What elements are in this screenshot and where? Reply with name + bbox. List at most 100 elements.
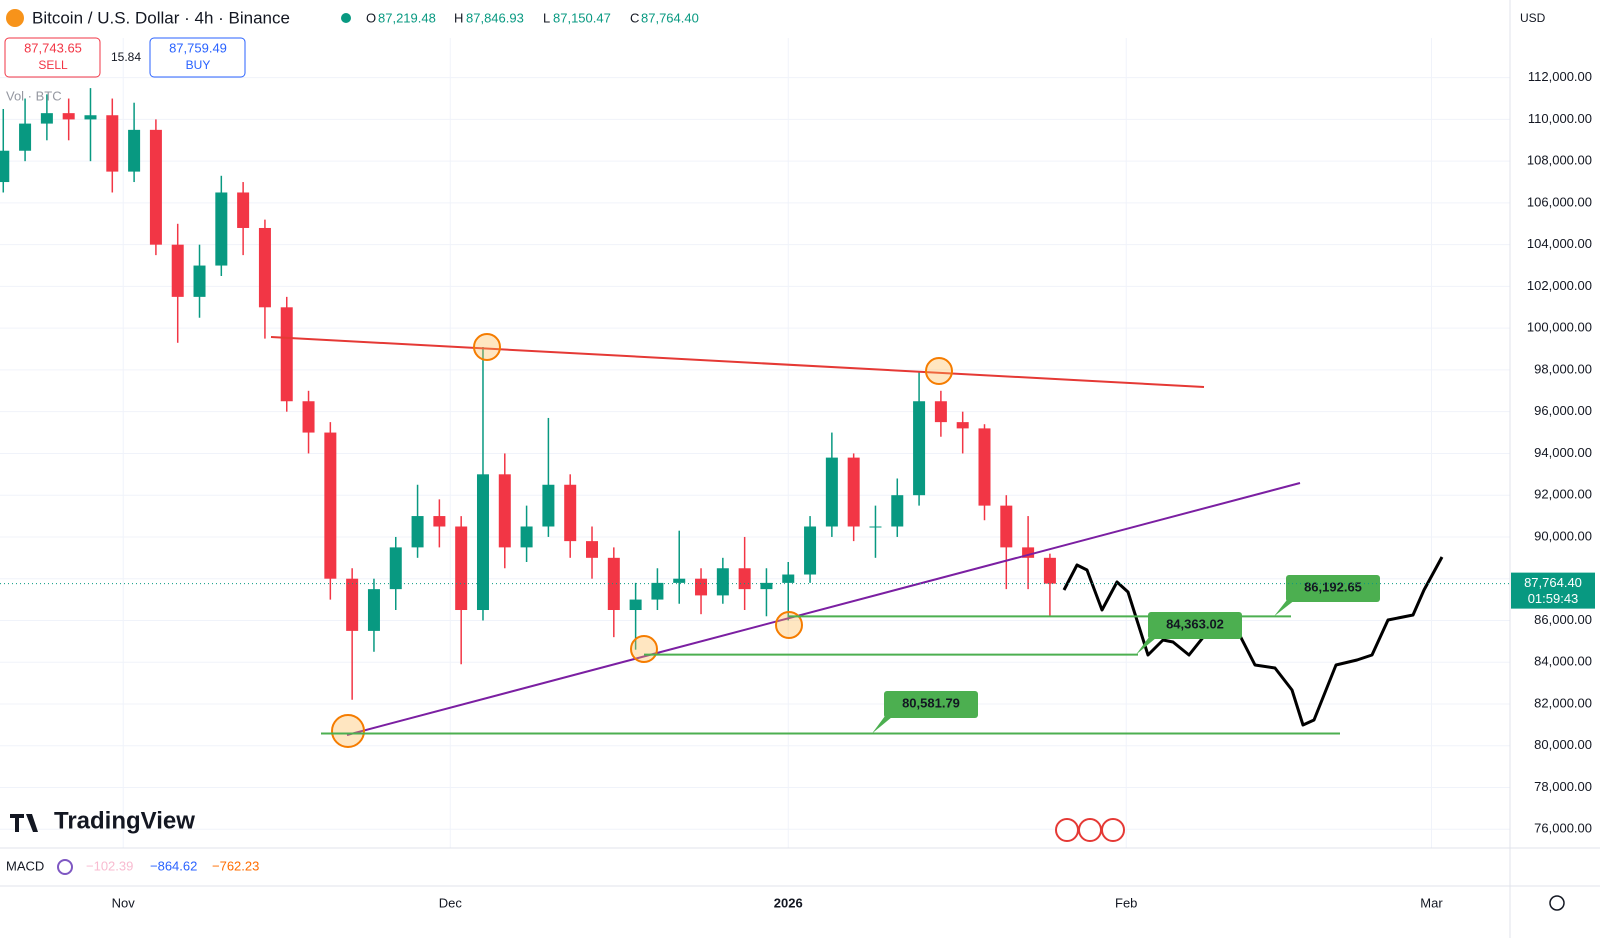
grid-layer bbox=[0, 38, 1510, 848]
candle-body bbox=[804, 526, 817, 575]
candle-body bbox=[215, 192, 228, 266]
status-dot bbox=[341, 13, 351, 23]
candle-body bbox=[455, 526, 468, 611]
candle-body bbox=[1043, 557, 1056, 584]
candle-body bbox=[193, 265, 206, 297]
x-tick-label: Dec bbox=[439, 895, 463, 910]
level-layer: 86,192.65 84,363.02 80,581.79 bbox=[321, 575, 1380, 735]
event-flags bbox=[1055, 818, 1125, 842]
macd-icon bbox=[57, 859, 73, 875]
candle-body bbox=[956, 422, 969, 429]
support-trendline bbox=[346, 482, 1301, 736]
candle-body bbox=[346, 578, 359, 631]
spread: 15.84 bbox=[111, 50, 141, 64]
candle-body bbox=[498, 474, 511, 548]
x-tick-label: Nov bbox=[112, 895, 136, 910]
touch-point bbox=[331, 714, 365, 748]
y-tick-label: 78,000.00 bbox=[1534, 779, 1592, 794]
countdown: 01:59:43 bbox=[1528, 591, 1579, 606]
touch-point bbox=[473, 333, 501, 361]
candle-body bbox=[1022, 547, 1035, 558]
resistance-line bbox=[270, 336, 1205, 388]
macd-signal: −762.23 bbox=[212, 858, 259, 873]
currency: USD bbox=[1520, 11, 1546, 25]
candle-body bbox=[869, 526, 882, 528]
event-flag[interactable] bbox=[1078, 818, 1102, 842]
candle-body bbox=[760, 582, 773, 590]
candle-body bbox=[324, 432, 337, 579]
logo-mark bbox=[10, 814, 38, 832]
candle-body bbox=[891, 495, 904, 527]
candle-body bbox=[237, 192, 250, 228]
drawings bbox=[270, 333, 1444, 748]
event-flag[interactable] bbox=[1055, 818, 1079, 842]
level-label: 80,581.79 bbox=[902, 695, 960, 710]
last-price-label: 87,764.40 bbox=[1524, 575, 1582, 590]
candle-body bbox=[476, 474, 489, 611]
y-tick-label: 104,000.00 bbox=[1527, 236, 1592, 251]
candle-body bbox=[629, 599, 642, 611]
candle-body bbox=[651, 582, 664, 600]
candle-body bbox=[302, 401, 315, 433]
ohlc-value: 87,150.47 bbox=[553, 10, 611, 25]
level-callout-pointer bbox=[1274, 596, 1300, 617]
candle-body bbox=[19, 123, 32, 151]
level-callout bbox=[1148, 612, 1242, 639]
y-tick-label: 98,000.00 bbox=[1534, 361, 1592, 376]
ohlc-value: 87,846.93 bbox=[466, 10, 524, 25]
ohlc-value: 87,219.48 bbox=[378, 10, 436, 25]
x-tick-label: Mar bbox=[1420, 895, 1443, 910]
y-tick-label: 96,000.00 bbox=[1534, 403, 1592, 418]
candle-body bbox=[40, 113, 53, 124]
touch-points bbox=[331, 333, 953, 748]
ohlc-key: H bbox=[454, 10, 463, 25]
touch-point bbox=[775, 611, 803, 639]
y-tick-label: 90,000.00 bbox=[1534, 528, 1592, 543]
y-tick-label: 110,000.00 bbox=[1528, 111, 1592, 126]
logo: TradingView bbox=[54, 807, 195, 834]
candle-body bbox=[171, 244, 184, 297]
candle-body bbox=[738, 568, 751, 590]
y-tick-label: 108,000.00 bbox=[1527, 153, 1592, 168]
currency-select[interactable] bbox=[1516, 5, 1596, 31]
sell-price: 87,743.65 bbox=[24, 40, 82, 55]
x-tick-label: 2026 bbox=[774, 895, 803, 910]
level-label: 86,192.65 bbox=[1304, 579, 1362, 594]
candle-body bbox=[782, 574, 795, 583]
y-tick-label: 92,000.00 bbox=[1534, 487, 1592, 502]
buy-button[interactable] bbox=[149, 37, 246, 78]
y-tick-label: 94,000.00 bbox=[1534, 445, 1592, 460]
y-tick-label: 84,000.00 bbox=[1534, 654, 1592, 669]
candle-body bbox=[520, 526, 533, 548]
candle-body bbox=[258, 227, 271, 308]
candle-body bbox=[607, 557, 620, 611]
y-tick-label: 112,000.00 bbox=[1528, 69, 1592, 84]
level-callout bbox=[884, 691, 978, 718]
y-tick-label: 86,000.00 bbox=[1534, 612, 1592, 627]
candle-body bbox=[62, 113, 75, 120]
candle-body bbox=[0, 150, 10, 183]
last-price-tag bbox=[1511, 572, 1595, 609]
y-tick-label: 80,000.00 bbox=[1534, 737, 1592, 752]
candle-body bbox=[695, 578, 708, 596]
candle-body bbox=[411, 516, 424, 548]
candle-body bbox=[1000, 505, 1013, 548]
ohlc-key: C bbox=[630, 10, 639, 25]
sell-button[interactable] bbox=[4, 37, 101, 78]
symbol-title: Bitcoin / U.S. Dollar · 4h · Binance bbox=[32, 8, 290, 27]
macd-label: MACD bbox=[6, 858, 44, 873]
event-flag[interactable] bbox=[1101, 818, 1125, 842]
level-callout-pointer bbox=[1136, 633, 1162, 655]
candle-body bbox=[389, 547, 402, 590]
candle-body bbox=[280, 307, 293, 402]
settings-button[interactable] bbox=[1549, 895, 1565, 911]
volume-label: Vol · BTC bbox=[6, 88, 62, 103]
projection-path bbox=[1062, 556, 1444, 727]
candle-body bbox=[673, 578, 686, 583]
candle-body bbox=[433, 516, 446, 527]
candle-body bbox=[913, 401, 926, 496]
level-callout bbox=[1286, 575, 1380, 602]
coin-icon bbox=[6, 9, 24, 27]
candle-body bbox=[542, 484, 555, 527]
